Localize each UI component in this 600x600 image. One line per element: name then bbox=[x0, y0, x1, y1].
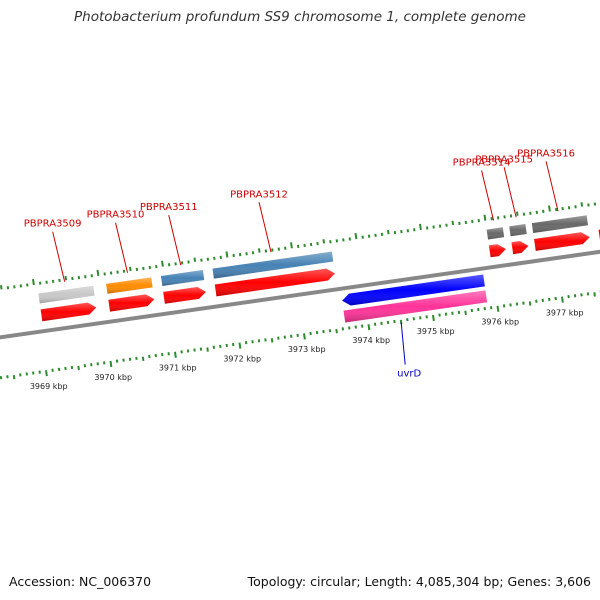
label-leader-line bbox=[52, 231, 66, 282]
scale-label: 3974 kbp bbox=[352, 336, 390, 345]
ruler-tick bbox=[515, 211, 519, 216]
gene-feature-shading bbox=[38, 285, 95, 304]
ruler-tick bbox=[225, 251, 229, 258]
ruler-tick bbox=[496, 305, 500, 312]
ruler-tick bbox=[96, 269, 100, 277]
gene-feature-shading bbox=[509, 224, 527, 237]
ruler-tick bbox=[141, 356, 145, 362]
ruler-tick bbox=[64, 275, 68, 281]
ruler-tick bbox=[206, 347, 209, 352]
gene-label: PBPRA3510 bbox=[87, 210, 145, 221]
genome-summary-text: Topology: circular; Length: 4,085,304 bp… bbox=[247, 574, 591, 589]
cds-arrow-shading bbox=[163, 287, 206, 304]
ruler-tick bbox=[193, 257, 197, 262]
scale-label: 3976 kbp bbox=[481, 318, 519, 327]
ruler-tick bbox=[354, 232, 358, 240]
chromosome-backbone bbox=[0, 249, 600, 340]
cds-arrow-shading bbox=[488, 244, 506, 258]
ruler-tick bbox=[464, 310, 467, 316]
ruler-tick bbox=[12, 374, 16, 380]
reverse-strand-ruler bbox=[0, 290, 600, 380]
ruler-tick bbox=[32, 278, 35, 286]
cds-arrow-shading bbox=[214, 268, 335, 297]
ruler-tick bbox=[367, 324, 371, 331]
ruler-tick bbox=[128, 266, 132, 272]
gene-feature-shading bbox=[212, 251, 334, 279]
label-leader-line bbox=[115, 222, 129, 273]
ruler-tick bbox=[290, 242, 293, 249]
cds-arrow-shading bbox=[534, 232, 590, 251]
label-leader-line bbox=[481, 170, 495, 221]
gene-label: PBPRA3515 bbox=[475, 154, 533, 165]
gene-label: uvrD bbox=[397, 369, 421, 380]
ruler-tick bbox=[419, 223, 422, 231]
cds-arrow-shading bbox=[108, 294, 155, 312]
gene-feature-shading bbox=[531, 215, 589, 234]
ruler-tick bbox=[580, 202, 584, 207]
ruler-tick bbox=[0, 285, 3, 290]
ruler-tick bbox=[451, 220, 455, 226]
label-leader-line bbox=[258, 202, 272, 253]
forward-strand-ruler bbox=[0, 202, 597, 290]
ruler-tick bbox=[77, 365, 80, 371]
ruler-tick bbox=[483, 214, 487, 221]
ruler-tick bbox=[238, 342, 242, 349]
cds-arrow-shading bbox=[40, 302, 97, 322]
ruler-tick bbox=[548, 205, 551, 212]
gene-feature-shading bbox=[160, 270, 205, 286]
scale-label: 3975 kbp bbox=[417, 327, 455, 336]
scale-label: 3969 kbp bbox=[30, 382, 68, 391]
scale-labels: 3969 kbp 3970 kbp 3971 kbp 3972 kbp 3973 kbp… bbox=[30, 308, 584, 391]
label-leader-line bbox=[168, 215, 182, 266]
gene-features bbox=[38, 215, 600, 323]
ruler-tick bbox=[432, 314, 435, 322]
gene-feature-shading bbox=[106, 277, 153, 294]
accession-text: Accession: NC_006370 bbox=[9, 574, 152, 589]
ruler-tick bbox=[45, 370, 48, 377]
label-leader-line bbox=[545, 161, 559, 212]
scale-label: 3970 kbp bbox=[94, 373, 132, 382]
gene-label: PBPRA3511 bbox=[140, 202, 198, 213]
ruler-tick bbox=[270, 338, 274, 343]
ruler-tick bbox=[174, 351, 177, 358]
scale-label: 3971 kbp bbox=[159, 364, 197, 373]
gene-label: PBPRA3509 bbox=[24, 219, 82, 230]
ruler-tick bbox=[528, 301, 532, 306]
ruler-tick bbox=[593, 292, 596, 297]
ruler-tick bbox=[335, 328, 338, 334]
ruler-tick bbox=[561, 296, 564, 303]
scale-label: 3973 kbp bbox=[288, 345, 326, 354]
rna-bar-reverse-shading bbox=[343, 290, 488, 323]
label-leader-line bbox=[400, 322, 406, 365]
label-leader-line bbox=[503, 167, 517, 218]
scale-label: 3977 kbp bbox=[546, 308, 584, 317]
cds-arrow-reverse-shading bbox=[342, 274, 485, 306]
ruler-tick bbox=[303, 333, 306, 340]
ruler-tick bbox=[257, 248, 261, 253]
ruler-tick bbox=[322, 239, 326, 244]
ruler-tick bbox=[386, 229, 390, 235]
gene-label: PBPRA3514 bbox=[453, 158, 511, 169]
gene-label: PBPRA3512 bbox=[230, 189, 288, 200]
scale-label: 3972 kbp bbox=[223, 354, 261, 363]
cds-arrow-shading bbox=[511, 241, 529, 255]
ruler-tick bbox=[109, 360, 113, 368]
gene-feature-shading bbox=[486, 227, 505, 240]
map-title: Photobacterium profundum SS9 chromosome … bbox=[74, 9, 526, 25]
ruler-tick bbox=[161, 260, 164, 267]
gene-label: PBPRA3516 bbox=[517, 148, 575, 159]
